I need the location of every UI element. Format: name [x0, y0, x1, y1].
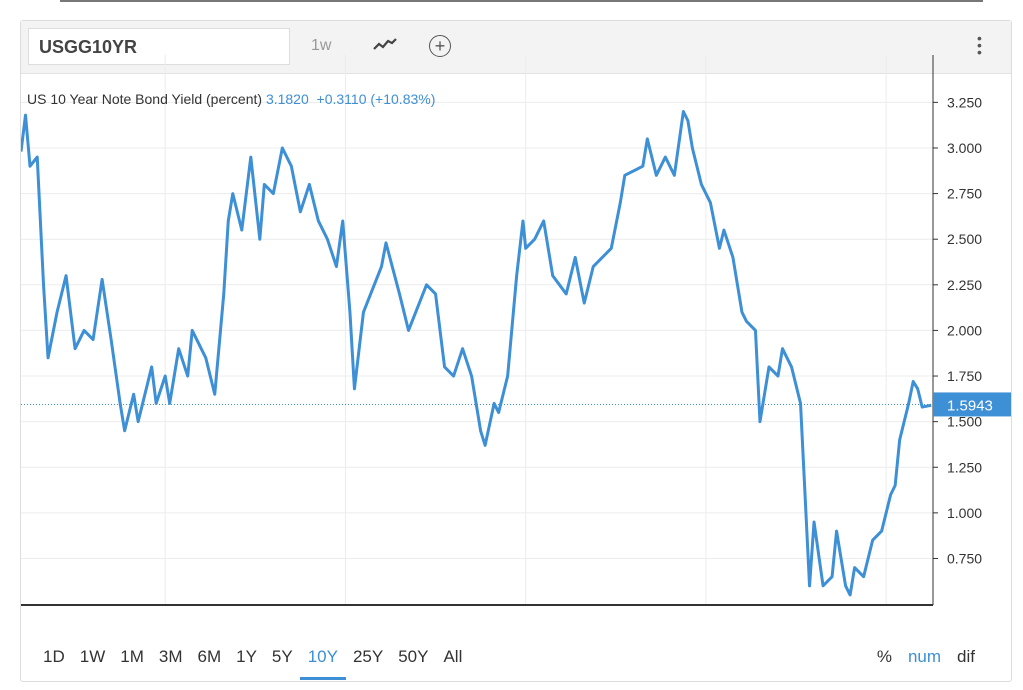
y-tick-label: 1.500: [947, 414, 982, 430]
range-1m[interactable]: 1M: [120, 647, 144, 666]
interval-selector[interactable]: 1w: [311, 37, 332, 54]
mode-percent[interactable]: %: [876, 647, 892, 666]
mode-num[interactable]: num: [907, 647, 942, 666]
range-selector: 1D 1W 1M 3M 6M 1Y 5Y 10Y 25Y 50Y All: [43, 647, 477, 680]
range-all[interactable]: All: [443, 647, 463, 666]
mode-selector: % num dif: [861, 647, 975, 667]
range-1y[interactable]: 1Y: [236, 647, 257, 666]
last-price-label: 1.5943: [947, 397, 993, 414]
y-tick-label: 2.750: [947, 186, 982, 202]
x-tick-label: 2021: [871, 620, 902, 621]
x-tick-label: 2013: [150, 620, 181, 621]
line-chart-icon[interactable]: [371, 35, 399, 60]
y-tick-label: 3.250: [947, 94, 982, 110]
y-tick-label: 1.000: [947, 505, 982, 521]
plus-circle-icon[interactable]: +: [429, 35, 451, 57]
range-1w[interactable]: 1W: [79, 647, 106, 666]
legend-value: 3.1820: [265, 91, 309, 107]
chart-toolbar: USGG10YR 1w + • • •: [21, 21, 1011, 74]
range-5y[interactable]: 5Y: [271, 647, 293, 666]
range-10y[interactable]: 10Y: [299, 647, 347, 680]
y-tick-label: 1.750: [947, 368, 982, 384]
price-line: [21, 109, 932, 597]
range-25y[interactable]: 25Y: [352, 647, 384, 666]
y-tick-label: 1.250: [947, 459, 982, 475]
chart-card: USGG10YR 1w + • • • 0.750 1.000 1.250 1.500 1.…: [20, 20, 1012, 682]
range-1d[interactable]: 1D: [43, 647, 65, 666]
symbol-input[interactable]: USGG10YR: [28, 28, 290, 65]
range-50y[interactable]: 50Y: [398, 647, 429, 666]
y-tick-label: 2.500: [947, 231, 982, 247]
last-price-badge: [933, 392, 1011, 417]
x-tick-label: 2019: [690, 620, 721, 621]
range-3m[interactable]: 3M: [158, 647, 183, 666]
x-tick-label: 2017: [510, 620, 541, 621]
chart-legend: US 10 Year Note Bond Yield (percent) 3.1…: [27, 91, 435, 107]
mode-dif[interactable]: dif: [957, 647, 975, 666]
y-tick-label: 2.000: [947, 322, 982, 338]
y-tick-label: 0.750: [947, 550, 982, 566]
legend-title: US 10 Year Note Bond Yield (percent): [27, 91, 263, 107]
y-tick-label: 3.000: [947, 140, 982, 156]
vertical-ellipsis-icon[interactable]: • • •: [977, 30, 982, 60]
range-6m[interactable]: 6M: [197, 647, 222, 666]
x-tick-label: 2015: [330, 620, 361, 621]
top-divider: [60, 0, 983, 2]
y-tick-label: 2.250: [947, 277, 982, 293]
legend-change: +0.3110 (+10.83%): [316, 91, 436, 107]
line-chart: 0.750 1.000 1.250 1.500 1.750 2.000 2.250 2.500…: [21, 55, 1011, 621]
